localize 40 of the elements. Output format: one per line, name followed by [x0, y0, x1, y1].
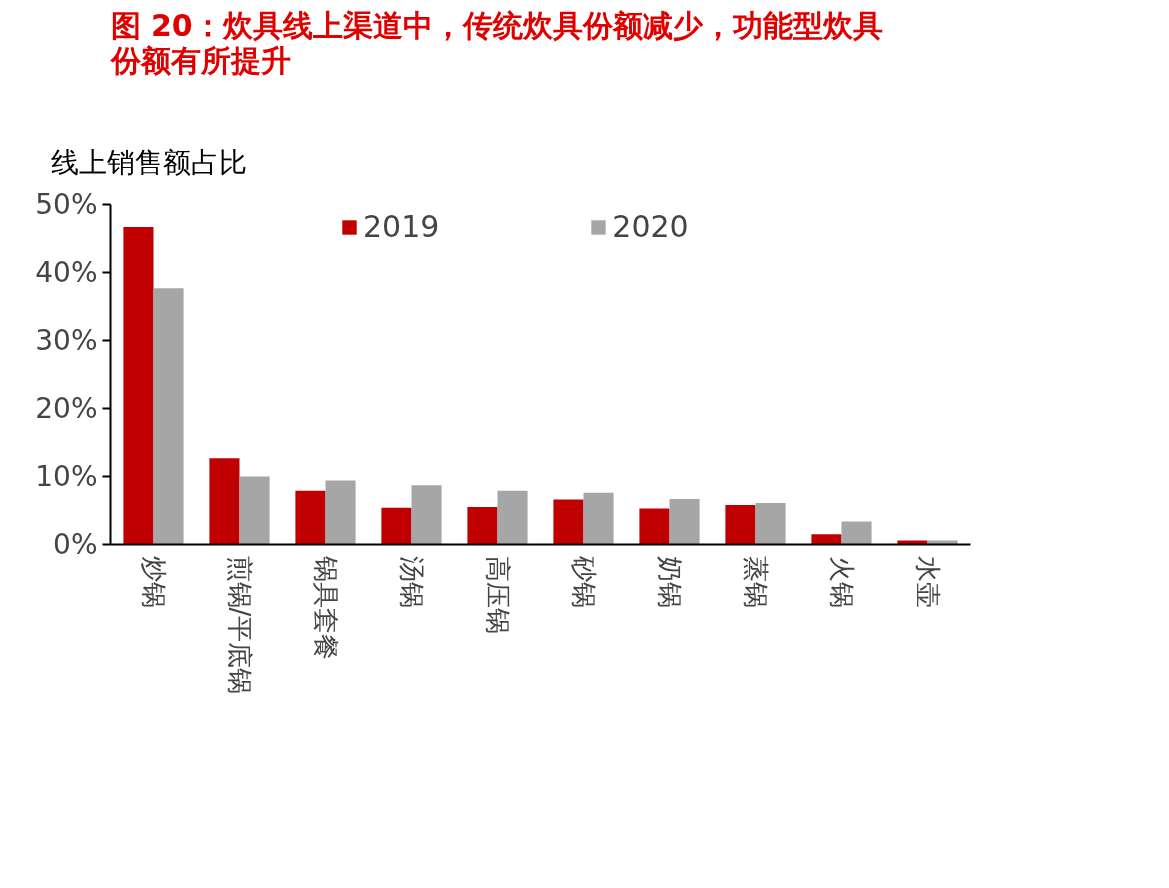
x-tick-label: 水壶: [912, 555, 943, 608]
bar: [725, 505, 756, 545]
bar: [381, 507, 412, 545]
bar: [927, 540, 958, 545]
bar: [467, 507, 498, 545]
bar: [209, 458, 240, 545]
y-tick-label: 10%: [35, 460, 98, 493]
bar: [639, 508, 670, 545]
y-axis-title: 线上销售额占比: [50, 145, 247, 179]
bar: [239, 476, 270, 545]
x-tick-label: 蒸锅: [740, 555, 771, 608]
x-tick-label: 炒锅: [138, 555, 169, 608]
x-tick-label: 煎锅/平底锅: [224, 555, 255, 695]
bar: [325, 480, 356, 545]
chart-title: 图 20：炊具线上渠道中，传统炊具份额减少，功能型炊具份额有所提升: [109, 7, 883, 78]
bar: [123, 226, 154, 545]
y-tick-label: 0%: [53, 528, 98, 561]
x-tick-label: 汤锅: [396, 555, 427, 608]
bar: [811, 534, 842, 545]
x-tick-label: 奶锅: [654, 555, 685, 608]
bar: [295, 490, 326, 545]
bar: [153, 288, 184, 545]
x-tick-label: 高压锅: [482, 555, 513, 634]
bar: [583, 492, 614, 545]
legend-label: 2020: [612, 209, 689, 244]
bar: [897, 540, 928, 545]
x-tick-label: 火锅: [826, 555, 857, 608]
y-tick-label: 40%: [35, 256, 98, 289]
bar: [841, 521, 872, 545]
legend-label: 2019: [363, 209, 440, 244]
y-tick-label: 20%: [35, 392, 98, 425]
y-tick-label: 50%: [35, 188, 98, 221]
bar: [669, 498, 700, 545]
x-tick-label: 砂锅: [568, 554, 599, 608]
y-tick-label: 30%: [35, 324, 98, 357]
bar: [411, 485, 442, 545]
bar: [497, 490, 528, 545]
x-tick-label: 锅具套餐: [310, 554, 341, 660]
bar: [755, 503, 786, 545]
bar: [553, 499, 584, 545]
